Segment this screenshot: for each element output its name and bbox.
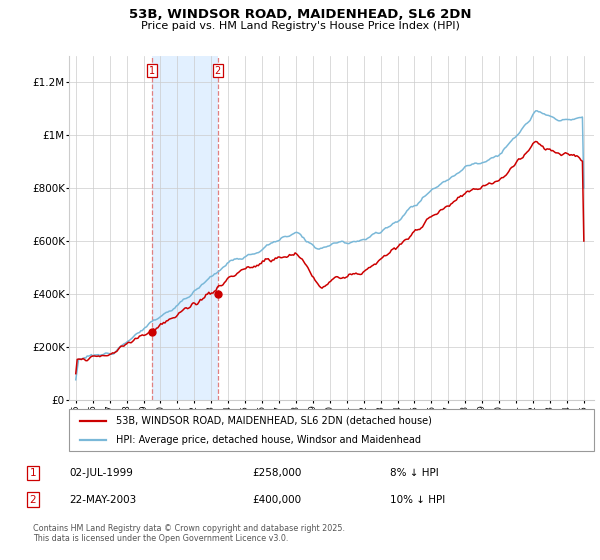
Text: 8% ↓ HPI: 8% ↓ HPI bbox=[390, 468, 439, 478]
Text: Contains HM Land Registry data © Crown copyright and database right 2025.
This d: Contains HM Land Registry data © Crown c… bbox=[33, 524, 345, 543]
Text: 1: 1 bbox=[29, 468, 37, 478]
FancyBboxPatch shape bbox=[69, 409, 594, 451]
Text: £258,000: £258,000 bbox=[252, 468, 301, 478]
Text: 2: 2 bbox=[215, 66, 221, 76]
Text: 10% ↓ HPI: 10% ↓ HPI bbox=[390, 494, 445, 505]
Text: 02-JUL-1999: 02-JUL-1999 bbox=[69, 468, 133, 478]
Text: 53B, WINDSOR ROAD, MAIDENHEAD, SL6 2DN (detached house): 53B, WINDSOR ROAD, MAIDENHEAD, SL6 2DN (… bbox=[116, 416, 432, 426]
Text: 22-MAY-2003: 22-MAY-2003 bbox=[69, 494, 136, 505]
Bar bbox=[152, 56, 218, 400]
Text: HPI: Average price, detached house, Windsor and Maidenhead: HPI: Average price, detached house, Wind… bbox=[116, 435, 421, 445]
Text: 53B, WINDSOR ROAD, MAIDENHEAD, SL6 2DN: 53B, WINDSOR ROAD, MAIDENHEAD, SL6 2DN bbox=[129, 8, 471, 21]
Text: Price paid vs. HM Land Registry's House Price Index (HPI): Price paid vs. HM Land Registry's House … bbox=[140, 21, 460, 31]
Text: 1: 1 bbox=[149, 66, 155, 76]
Text: 2: 2 bbox=[29, 494, 37, 505]
Text: £400,000: £400,000 bbox=[252, 494, 301, 505]
